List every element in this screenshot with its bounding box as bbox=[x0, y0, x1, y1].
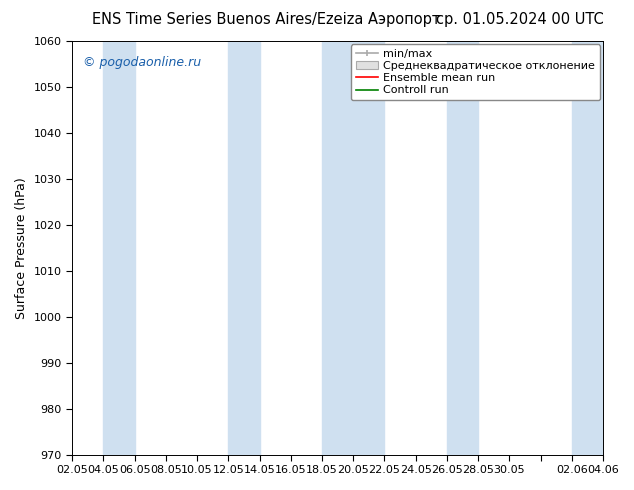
Text: ENS Time Series Buenos Aires/Ezeiza Аэропорт: ENS Time Series Buenos Aires/Ezeiza Аэро… bbox=[92, 12, 441, 27]
Y-axis label: Surface Pressure (hPa): Surface Pressure (hPa) bbox=[15, 177, 28, 318]
Bar bbox=[103, 41, 134, 455]
Bar bbox=[447, 41, 478, 455]
Bar bbox=[228, 41, 259, 455]
Bar bbox=[353, 41, 384, 455]
Bar bbox=[322, 41, 353, 455]
Bar bbox=[572, 41, 603, 455]
Text: © pogodaonline.ru: © pogodaonline.ru bbox=[82, 55, 201, 69]
Legend: min/max, Среднеквадратическое отклонение, Ensemble mean run, Controll run: min/max, Среднеквадратическое отклонение… bbox=[351, 45, 600, 100]
Text: ср. 01.05.2024 00 UTC: ср. 01.05.2024 00 UTC bbox=[436, 12, 604, 27]
